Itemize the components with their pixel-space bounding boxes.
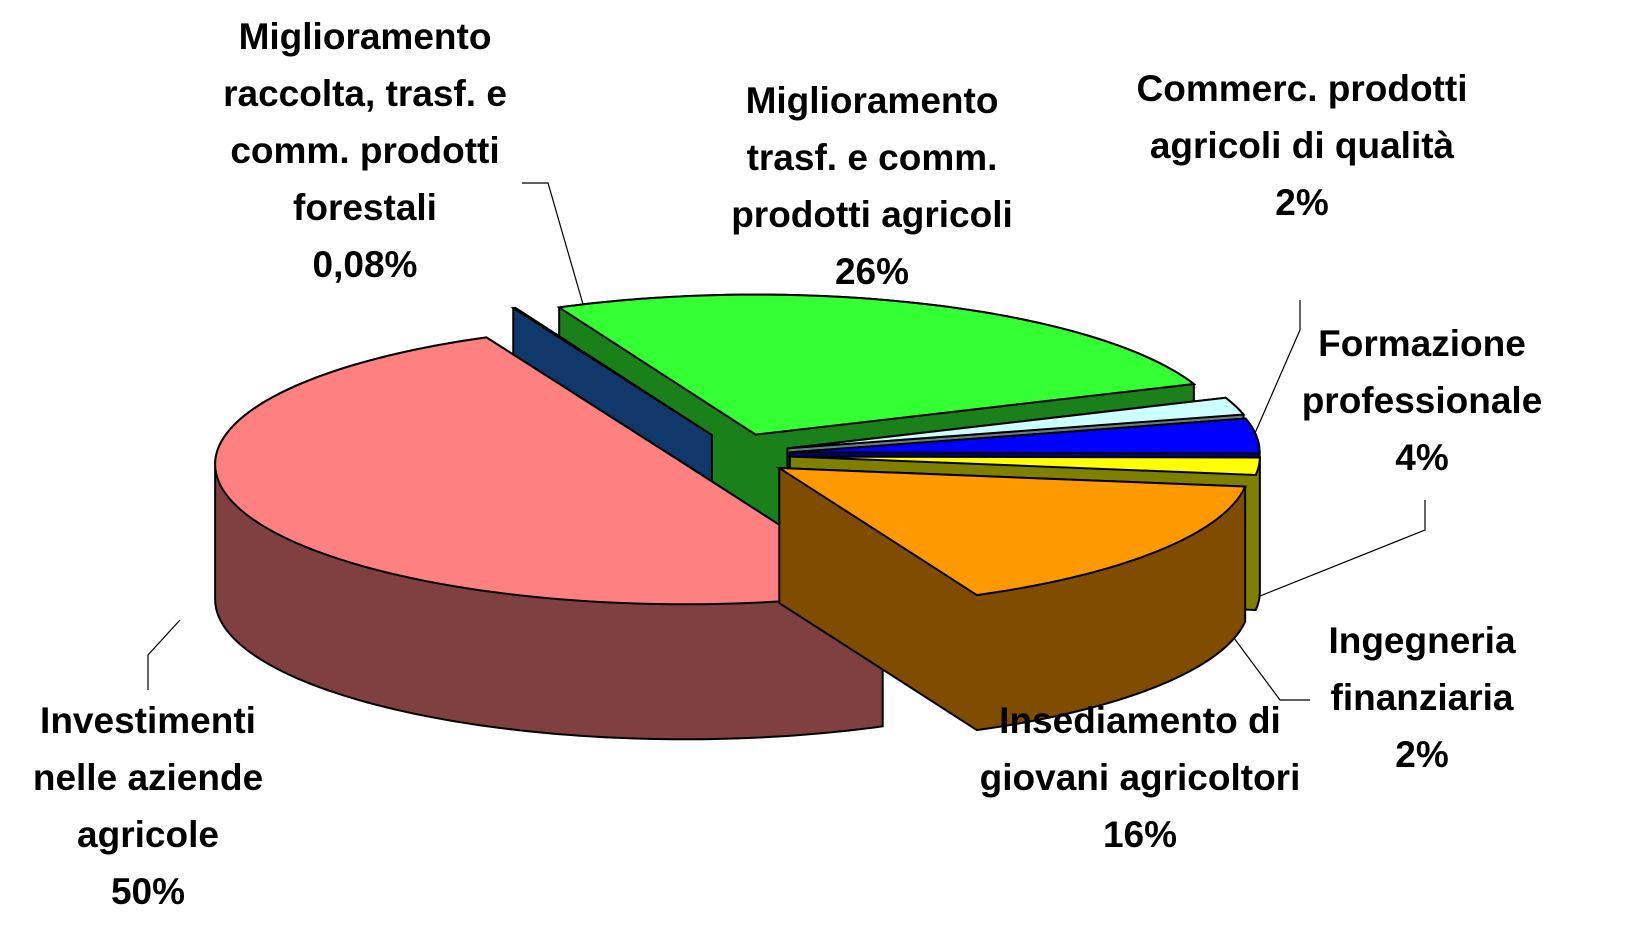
category-name: Formazione professionale <box>1301 323 1543 421</box>
category-name: Miglioramento raccolta, trasf. e comm. p… <box>223 16 507 228</box>
category-name: Insediamento di giovani agricoltori <box>979 700 1301 798</box>
data-label: Insediamento di giovani agricoltori 16% <box>960 692 1320 863</box>
data-label: Miglioramento trasf. e comm. prodotti ag… <box>697 72 1047 300</box>
category-name: Miglioramento trasf. e comm. prodotti ag… <box>731 80 1013 235</box>
value-label: 2% <box>1395 734 1449 775</box>
value-label: 50% <box>110 871 186 912</box>
data-label: Investimenti nelle aziende agricole 50% <box>0 692 298 920</box>
data-label: Miglioramento raccolta, trasf. e comm. p… <box>200 8 530 293</box>
data-label: Commerc. prodotti agricoli di qualità 2% <box>1132 60 1472 231</box>
category-name: Ingegneria finanziaria <box>1328 620 1516 718</box>
pie-slice <box>214 336 886 741</box>
slice-top <box>789 417 1261 455</box>
slice-top <box>510 306 713 436</box>
slice-top <box>787 396 1246 450</box>
pie-slice <box>775 466 1247 732</box>
value-label: 4% <box>1395 437 1449 478</box>
value-label: 16% <box>1102 814 1178 855</box>
slice-top <box>556 293 1197 436</box>
value-label: 0,08% <box>312 244 418 285</box>
leader-line <box>147 619 181 690</box>
value-label: 26% <box>834 251 910 292</box>
data-label: Formazione professionale 4% <box>1267 315 1577 486</box>
leader-line <box>522 182 588 319</box>
category-name: Commerc. prodotti agricoli di qualità <box>1136 68 1468 166</box>
slice-top <box>789 455 1261 477</box>
data-label: Ingegneria finanziaria 2% <box>1292 612 1552 783</box>
value-label: 2% <box>1275 182 1329 223</box>
slice-top <box>214 336 886 606</box>
leader-line <box>1251 300 1301 441</box>
leader-line <box>1249 500 1426 601</box>
leader-line <box>1227 629 1310 701</box>
slice-top <box>775 466 1247 597</box>
category-name: Investimenti nelle aziende agricole <box>32 700 264 855</box>
